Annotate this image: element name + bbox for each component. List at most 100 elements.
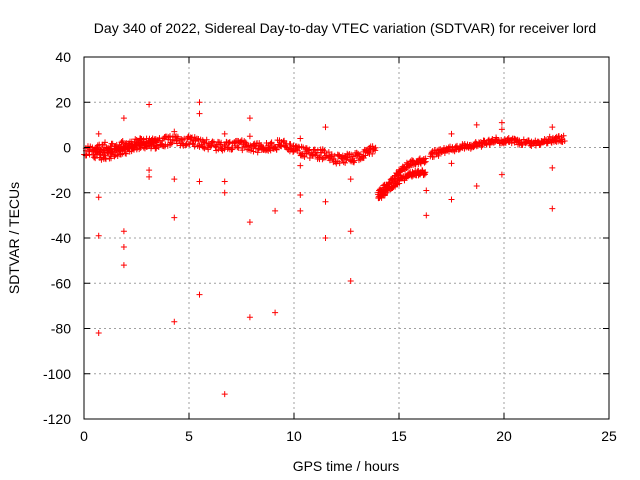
outlier-point [221, 130, 228, 137]
trace-point [287, 141, 294, 148]
x-axis-label: GPS time / hours [293, 458, 400, 474]
trace-point [476, 140, 483, 147]
x-tick-label: 20 [496, 428, 512, 444]
trace-point [153, 143, 160, 150]
trace-point [561, 138, 568, 145]
trace-point [281, 137, 288, 144]
y-tick-label: -100 [43, 366, 71, 382]
trace-point [108, 155, 115, 162]
x-tick-label: 0 [80, 428, 88, 444]
outlier-point [448, 196, 455, 203]
outlier-point [146, 167, 153, 174]
trace-point [336, 160, 343, 167]
trace-point [541, 136, 548, 143]
outlier-point [297, 207, 304, 214]
trace-point [342, 159, 349, 166]
trace-point [239, 147, 246, 154]
outlier-point [120, 228, 127, 235]
trace-point [148, 143, 155, 150]
outlier-point [549, 164, 556, 171]
trace-point [86, 151, 93, 158]
trace-point [118, 139, 125, 146]
trace-point [350, 158, 357, 165]
trace-point [273, 146, 280, 153]
outlier-point [347, 277, 354, 284]
trace-point [203, 140, 210, 147]
outlier-point [347, 228, 354, 235]
data-points [81, 99, 568, 398]
trace-point [395, 172, 402, 179]
trace-point [234, 144, 241, 151]
outlier-point [171, 318, 178, 325]
trace-point [304, 147, 311, 154]
outlier-point [498, 119, 505, 126]
grid-lines [84, 57, 609, 419]
trace-point [174, 135, 181, 142]
outlier-point [120, 115, 127, 122]
trace-point [300, 144, 307, 151]
outlier-point [196, 110, 203, 117]
x-tick-label: 15 [391, 428, 407, 444]
outlier-point [120, 262, 127, 269]
outlier-point [549, 205, 556, 212]
trace-point [351, 157, 358, 164]
trace-point [319, 156, 326, 163]
outlier-point [196, 178, 203, 185]
x-tick-label: 10 [286, 428, 302, 444]
outlier-point [246, 314, 253, 321]
trace-point [123, 150, 130, 157]
trace-point [229, 146, 236, 153]
trace-point [268, 139, 275, 146]
outlier-point [221, 178, 228, 185]
trace-point [137, 135, 144, 142]
outlier-point [322, 124, 329, 131]
trace-point [205, 146, 212, 153]
trace-point [396, 180, 403, 187]
outlier-point [171, 214, 178, 221]
y-tick-label: -20 [51, 185, 71, 201]
y-tick-label: -120 [43, 411, 71, 427]
outlier-point [297, 135, 304, 142]
trace-point [359, 153, 366, 160]
trace-point [188, 135, 195, 142]
outlier-point [297, 162, 304, 169]
axis-ticks: 0 5 10 15 20 25 -120 -100 -80 -60 -40 -20 0 20 40 [43, 49, 617, 444]
outlier-point [196, 291, 203, 298]
outlier-point [246, 133, 253, 140]
outlier-point [272, 207, 279, 214]
trace-point [207, 143, 214, 150]
outlier-point [347, 176, 354, 183]
y-tick-label: -40 [51, 230, 71, 246]
outlier-point [423, 187, 430, 194]
outlier-point [549, 124, 556, 131]
outlier-point [196, 99, 203, 106]
outlier-point [171, 128, 178, 135]
x-tick-label: 5 [185, 428, 193, 444]
outlier-point [297, 192, 304, 199]
trace-point [218, 139, 225, 146]
y-tick-label: 0 [63, 140, 71, 156]
trace-point [152, 138, 159, 145]
outlier-point [120, 244, 127, 251]
outlier-point [473, 121, 480, 128]
trace-point [244, 143, 251, 150]
y-tick-label: 40 [55, 49, 71, 65]
trace-point [421, 171, 428, 178]
trace-point [317, 153, 324, 160]
outlier-point [95, 130, 102, 137]
chart-title: Day 340 of 2022, Sidereal Day-to-day VTE… [94, 20, 596, 36]
outlier-point [146, 173, 153, 180]
x-tick-label: 25 [601, 428, 617, 444]
trace-point [525, 137, 532, 144]
trace-point [119, 137, 126, 144]
outlier-point [423, 212, 430, 219]
trace-point [203, 136, 210, 143]
y-tick-label: 20 [55, 94, 71, 110]
trace-point [486, 141, 493, 148]
y-axis-label: SDTVAR / TECUs [6, 182, 22, 294]
trace-point [226, 139, 233, 146]
trace-point [422, 155, 429, 162]
outlier-point [221, 189, 228, 196]
outlier-point [246, 219, 253, 226]
